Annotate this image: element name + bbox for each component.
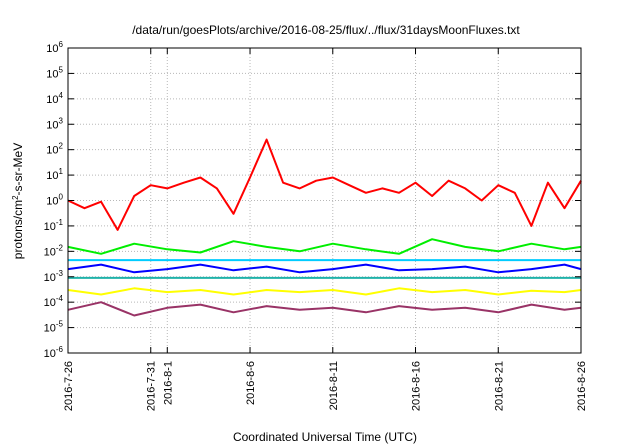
y-axis-label: protons/cm2-s-sr-MeV [11,143,26,259]
y-axis: 10-6 10-5 10-4 10-3 10-2 10-1 100 101 102 103 104 1… [44,40,581,360]
y-tick-label: 100 [46,193,63,208]
y-tick-label: 10-6 [44,345,64,360]
x-tick-label: 2016-8-6 [245,361,257,405]
x-tick-label: 2016-8-11 [328,361,340,410]
plot-frame [67,47,582,354]
x-tick-label: 2016-7-31 [146,361,158,411]
x-axis-label: Coordinated Universal Time (UTC) [233,430,417,444]
y-tick-label: 104 [46,91,63,106]
x-tick-label: 2016-8-21 [493,361,505,411]
y-axis-label-sup: 2 [11,195,20,200]
series-line-6 [67,301,582,317]
y-axis-label-rest: -s-sr-MeV [11,143,25,196]
chart-title: /data/run/goesPlots/archive/2016-08-25/f… [132,23,520,37]
y-tick-label: 106 [46,40,63,55]
y-tick-label: 10-4 [44,294,64,309]
y-tick-label: 10-2 [44,243,64,258]
y-tick-label: 10-3 [44,269,64,284]
series-line-3 [67,263,582,274]
y-tick-label: 102 [46,142,63,157]
y-tick-label: 103 [46,116,63,131]
series-line-1 [67,238,582,255]
y-axis-label-main: protons/cm [11,200,25,259]
x-tick-label: 2016-8-1 [162,361,174,405]
x-tick-label: 2016-8-16 [411,361,423,411]
grid [68,48,581,353]
x-axis: 2016-7-26 2016-7-31 2016-8-1 2016-8-6 2016-8… [63,48,588,411]
y-tick-label: 10-5 [44,320,64,335]
x-tick-label: 2016-7-26 [63,361,75,411]
x-tick-label: 2016-8-26 [576,361,588,411]
series-line-0 [67,138,582,231]
y-tick-label: 10-1 [44,218,64,233]
series-line-5 [67,287,582,296]
y-tick-label: 105 [46,65,63,80]
y-tick-label: 101 [46,167,63,182]
series-layer [67,138,582,317]
